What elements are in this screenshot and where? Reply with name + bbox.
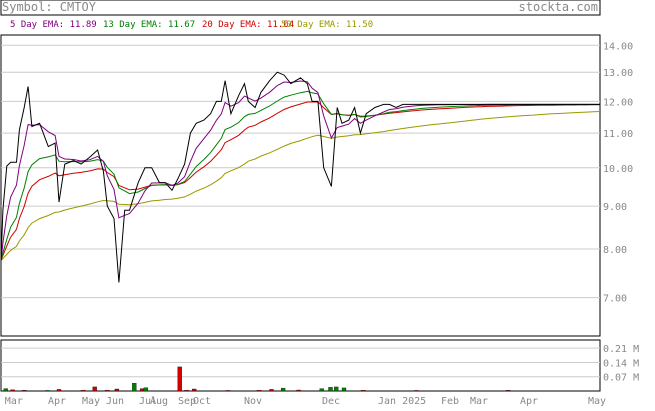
month-label: Apr xyxy=(520,396,538,406)
legend: 5 Day EMA: 11.89 13 Day EMA: 11.67 20 Da… xyxy=(10,20,373,30)
volume-bar xyxy=(319,388,324,392)
volume-bar xyxy=(225,390,231,392)
month-label: Feb xyxy=(441,396,459,406)
month-label: Jan 2025 xyxy=(378,396,426,406)
price-tick-label: 11.00 xyxy=(603,129,633,140)
symbol-label: Symbol: CMTOY xyxy=(2,0,97,14)
volume-bar xyxy=(296,389,301,392)
price-line xyxy=(0,71,600,283)
price-tick-label: 14.00 xyxy=(603,41,633,52)
volume-tick-label: 0.07 M xyxy=(603,373,639,384)
volume-bar xyxy=(256,390,262,392)
volume-bar xyxy=(506,390,511,392)
month-label: Sep xyxy=(178,396,196,406)
month-label: Mar xyxy=(5,396,23,406)
line-50-day-ema xyxy=(0,111,601,261)
volume-bar xyxy=(80,390,86,392)
volume-bar xyxy=(132,383,137,392)
month-label: Oct xyxy=(193,396,211,406)
site-name: stockta.com xyxy=(519,0,598,14)
month-label: Dec xyxy=(322,396,340,406)
legend-20-day-ema: 20 Day EMA: 11.64 xyxy=(202,20,294,30)
price-tick-label: 8.00 xyxy=(603,245,627,256)
volume-bar xyxy=(334,386,339,392)
volume-bar xyxy=(139,388,145,392)
month-label: May xyxy=(82,396,100,406)
header-frame xyxy=(0,0,601,16)
volume-gridlines xyxy=(1,347,600,378)
volume-bar xyxy=(328,387,333,392)
volume-tick-label: 0.14 M xyxy=(603,358,639,369)
volume-bar xyxy=(341,387,347,392)
month-label: Nov xyxy=(244,396,262,406)
volume-bar xyxy=(177,366,182,392)
price-tick-label: 10.00 xyxy=(603,164,633,175)
volume-bar xyxy=(361,390,366,392)
price-tick-label: 12.00 xyxy=(603,97,633,108)
price-tick-label: 7.00 xyxy=(603,294,627,305)
volume-bars xyxy=(3,366,511,392)
price-series xyxy=(0,71,601,283)
volume-bar xyxy=(269,389,274,392)
volume-bar xyxy=(10,389,15,392)
volume-bar xyxy=(414,390,419,392)
volume-bar xyxy=(184,390,189,392)
volume-bar xyxy=(92,386,97,392)
legend-13-day-ema: 13 Day EMA: 11.67 xyxy=(103,20,195,30)
volume-axis: 0.21 M 0.14 M 0.07 M xyxy=(603,344,639,384)
line-20-day-ema xyxy=(0,101,600,261)
price-tick-label: 13.00 xyxy=(603,68,633,79)
month-label: Aug xyxy=(150,396,168,406)
month-label: Apr xyxy=(48,396,66,406)
volume-bar xyxy=(22,390,27,392)
volume-bar xyxy=(45,390,50,392)
legend-5-day-ema: 5 Day EMA: 11.89 xyxy=(10,20,97,30)
price-gridlines xyxy=(1,44,600,299)
volume-tick-label: 0.21 M xyxy=(603,344,639,355)
volume-bar xyxy=(192,388,197,392)
price-axis: 14.00 13.00 12.00 11.00 10.00 9.00 8.00 7.00 xyxy=(603,41,633,304)
legend-50-day-ema: 50 Day EMA: 11.50 xyxy=(281,20,373,30)
price-panel xyxy=(0,34,601,337)
volume-bar xyxy=(56,389,62,392)
line-13-day-ema xyxy=(0,90,600,261)
month-label: May xyxy=(588,396,606,406)
price-tick-label: 9.00 xyxy=(603,202,627,213)
month-label: Jul xyxy=(139,396,157,406)
volume-bar xyxy=(143,387,149,392)
month-label: Mar xyxy=(470,396,488,406)
volume-bar xyxy=(105,390,110,392)
month-label: Jun xyxy=(106,396,124,406)
volume-bar xyxy=(3,388,8,392)
volume-bar xyxy=(114,388,120,392)
volume-bar xyxy=(280,387,286,392)
